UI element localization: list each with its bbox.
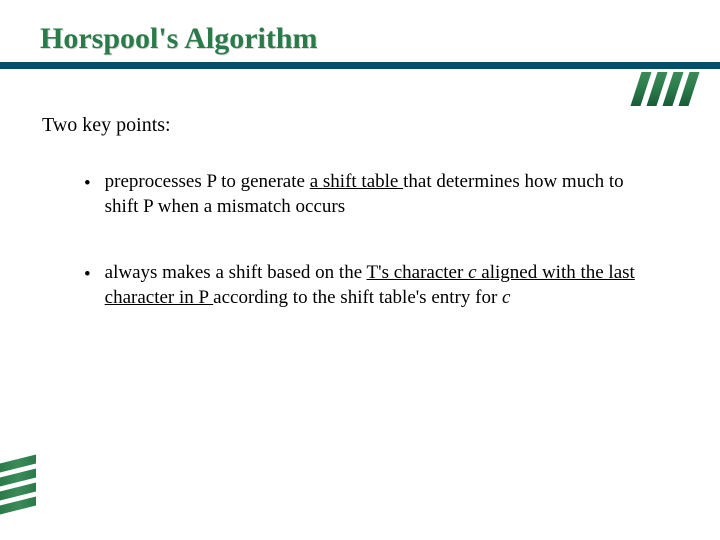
slide-title: Horspool's Algorithm <box>40 22 318 56</box>
text-run: c <box>468 262 476 283</box>
bullet-text: preprocesses P to generate a shift table… <box>105 170 660 219</box>
text-run: c <box>502 287 510 308</box>
list-item: • always makes a shift based on the T's c… <box>84 261 660 310</box>
slide: Horspool's Algorithm Two key points: • pr… <box>0 0 720 540</box>
decoration-bottom-bars <box>0 459 36 510</box>
bullet-icon: • <box>84 172 91 219</box>
text-run: according to the shift table's entry for <box>213 287 502 308</box>
text-run: always makes a shift based on the <box>105 262 367 283</box>
text-run: preprocesses P to generate <box>105 171 310 192</box>
list-item: • preprocesses P to generate a shift tabl… <box>84 170 660 219</box>
text-run: a shift table <box>310 171 403 192</box>
subtitle: Two key points: <box>42 114 171 137</box>
bullet-text: always makes a shift based on the T's ch… <box>105 261 660 310</box>
bullet-list: • preprocesses P to generate a shift tabl… <box>84 170 660 353</box>
text-run: T's character <box>367 262 469 283</box>
decoration-top-bars <box>636 72 694 106</box>
title-underline-thin <box>0 68 720 69</box>
bullet-icon: • <box>84 263 91 310</box>
deco-bar-icon <box>0 497 36 515</box>
